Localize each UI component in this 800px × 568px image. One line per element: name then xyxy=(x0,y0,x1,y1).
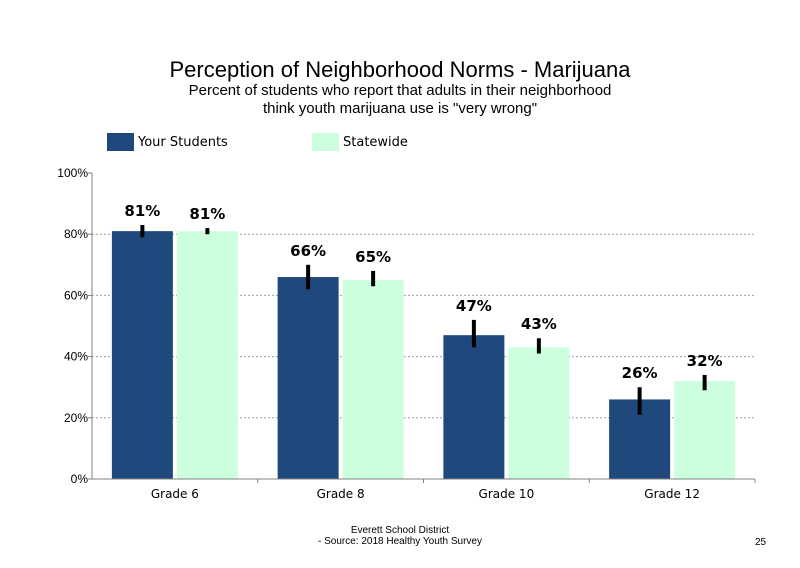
y-tick-label: 80% xyxy=(64,227,88,241)
data-label: 32% xyxy=(687,352,723,370)
legend-item-statewide: Statewide xyxy=(312,133,408,151)
x-tick-label: Grade 10 xyxy=(479,487,535,501)
data-label: 26% xyxy=(622,364,658,382)
bar-statewide xyxy=(508,347,570,479)
footer-source: - Source: 2018 Healthy Youth Survey xyxy=(318,536,482,547)
bar-your-students xyxy=(277,277,339,479)
subtitle-line-1: Percent of students who report that adul… xyxy=(188,82,612,99)
bar-statewide xyxy=(342,280,404,479)
y-tick-label: 60% xyxy=(64,288,88,302)
chart-title: Perception of Neighborhood Norms - Marij… xyxy=(169,57,631,82)
bar-your-students xyxy=(443,335,505,479)
legend-label-statewide: Statewide xyxy=(343,134,408,150)
data-label: 81% xyxy=(189,205,225,223)
x-tick-label: Grade 12 xyxy=(644,487,700,501)
data-label: 43% xyxy=(521,315,557,333)
legend-item-your-students: Your Students xyxy=(107,133,228,151)
y-tick-label: 100% xyxy=(57,166,88,180)
legend-swatch-statewide xyxy=(312,133,339,151)
bar-your-students xyxy=(111,231,173,479)
chart-subtitle: Percent of students who report that adul… xyxy=(0,82,800,118)
x-tick-label: Grade 6 xyxy=(151,487,199,501)
page-number: 25 xyxy=(755,537,767,548)
footer: Everett School District - Source: 2018 H… xyxy=(200,525,600,547)
legend-label-your-students: Your Students xyxy=(138,134,228,150)
bar-statewide xyxy=(176,231,238,479)
y-tick-label: 0% xyxy=(71,472,89,486)
data-label: 66% xyxy=(290,242,326,260)
bar-statewide xyxy=(674,381,736,479)
data-label: 65% xyxy=(355,248,391,266)
data-label: 47% xyxy=(456,297,492,315)
footer-district: Everett School District xyxy=(350,525,450,536)
legend-swatch-your-students xyxy=(107,133,134,151)
y-tick-label: 40% xyxy=(64,350,88,364)
subtitle-line-2: think youth marijuana use is "very wrong… xyxy=(262,100,538,117)
data-label: 81% xyxy=(124,202,160,220)
x-tick-label: Grade 8 xyxy=(317,487,365,501)
y-tick-label: 20% xyxy=(64,411,88,425)
